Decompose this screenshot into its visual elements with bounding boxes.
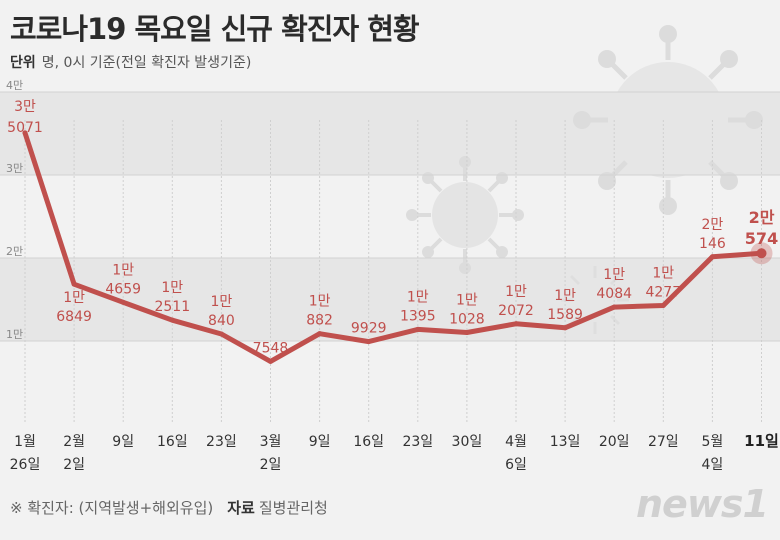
data-point [709, 254, 715, 260]
data-point [120, 299, 126, 305]
data-label-top: 2만 [702, 217, 724, 233]
data-label-top: 1만 [652, 266, 674, 282]
x-axis-labels: 1월 26일 2월 2일 9일 16일 23일 3월 2일 9일 16일 23일 30일 4월 6일 13일 2… [10, 432, 779, 473]
data-labels: 3만 5071 1만 6849 1만 4659 1만 2511 1만 840 7548 1만 882 99… [7, 99, 778, 356]
series-line [22, 130, 764, 364]
data-label-value: 574 [745, 229, 778, 248]
data-label-value: 4659 [105, 281, 141, 297]
data-label-value: 882 [306, 313, 333, 329]
x-tick-label: 27일 [648, 434, 679, 450]
series-line-layer [22, 130, 773, 364]
data-label-value: 1028 [449, 311, 485, 327]
source-text: 질병관리청 [258, 499, 328, 517]
data-label-value: 4277 [645, 285, 681, 301]
x-tick-label: 1월 [14, 434, 36, 450]
data-point [218, 331, 224, 337]
x-tick-label: 5월 [702, 434, 724, 450]
background-band-1 [0, 258, 780, 341]
source-label: 자료 [227, 499, 255, 517]
data-label-top: 1만 [505, 284, 527, 300]
data-point [366, 339, 372, 345]
x-tick-label: 23일 [402, 434, 433, 450]
virus-icon-large [573, 25, 763, 215]
data-label-value: 4084 [596, 286, 632, 302]
x-tick-label: 9일 [112, 434, 134, 450]
x-tick-label-sub: 2일 [63, 457, 85, 473]
data-point [464, 329, 470, 335]
x-tick-label: 20일 [599, 434, 630, 450]
data-point [71, 281, 77, 287]
data-point [513, 321, 519, 327]
x-tick-label: 4월 [505, 434, 527, 450]
unit-text: 명, 0시 기준(전일 확진자 발생기준) [41, 55, 252, 71]
x-tick-label: 2월 [63, 434, 85, 450]
data-label-top: 1만 [211, 294, 233, 310]
data-label-value: 1589 [547, 307, 583, 323]
data-label-top: 1만 [456, 292, 478, 308]
data-label-top: 1만 [112, 262, 134, 278]
x-tick-label-sub: 6일 [505, 457, 527, 473]
footnote: ※ 확진자: (지역발생+해외유입) [10, 499, 214, 517]
data-label-value: 9929 [351, 321, 387, 337]
data-point [22, 130, 28, 136]
x-tick-label: 11일 [744, 432, 779, 450]
virus-illustrations [406, 25, 763, 334]
y-tick-label: 1만 [6, 328, 23, 341]
data-label-value: 6849 [56, 309, 92, 325]
x-tick-label-sub: 4일 [702, 457, 724, 473]
data-point [317, 331, 323, 337]
data-point [169, 317, 175, 323]
data-point [268, 358, 273, 364]
x-tick-label: 13일 [550, 434, 581, 450]
y-tick-label: 3만 [6, 162, 23, 175]
data-label-value: 2072 [498, 303, 534, 319]
x-tick-label: 9일 [309, 434, 331, 450]
data-point [415, 326, 421, 332]
data-label-top: 1만 [309, 294, 331, 310]
unit-note: 단위 명, 0시 기준(전일 확진자 발생기준) [10, 52, 251, 72]
chart-title: 코로나19 목요일 신규 확진자 현황 [10, 12, 420, 46]
data-point [562, 325, 568, 331]
footer-note: ※ 확진자: (지역발생+해외유입) 자료 질병관리청 [10, 497, 328, 518]
data-label-top: 2만 [749, 208, 775, 227]
data-label-value: 146 [699, 236, 726, 252]
data-label-top: 1만 [161, 280, 183, 296]
data-label-value: 840 [208, 313, 235, 329]
x-tick-label-sub: 26일 [10, 457, 41, 473]
y-tick-label: 4만 [6, 79, 23, 92]
data-label-top: 1만 [554, 288, 576, 304]
news1-logo: news1 [636, 482, 769, 526]
virus-icon-medium [406, 156, 524, 274]
x-tick-label: 16일 [353, 434, 384, 450]
data-label-value: 2511 [154, 299, 190, 315]
data-point [660, 303, 666, 309]
x-tick-label: 3월 [260, 434, 282, 450]
data-label-top: 1만 [407, 289, 429, 305]
gridlines [0, 91, 780, 424]
y-axis-labels: 1만 2만 3만 4만 [6, 79, 23, 341]
data-point [611, 304, 617, 310]
x-tick-label: 16일 [157, 434, 188, 450]
data-label-top: 3만 [14, 99, 36, 115]
data-point-highlight [756, 248, 767, 259]
x-tick-label-sub: 2일 [260, 457, 282, 473]
unit-label: 단위 [10, 55, 36, 71]
data-label-value: 1395 [400, 308, 436, 324]
data-label-value: 7548 [253, 340, 289, 356]
data-label-top: 1만 [603, 267, 625, 283]
data-label-top: 1만 [63, 290, 85, 306]
x-tick-label: 30일 [452, 434, 483, 450]
y-tick-label: 2만 [6, 245, 23, 258]
data-label-value: 5071 [7, 120, 43, 136]
x-tick-label: 23일 [206, 434, 237, 450]
